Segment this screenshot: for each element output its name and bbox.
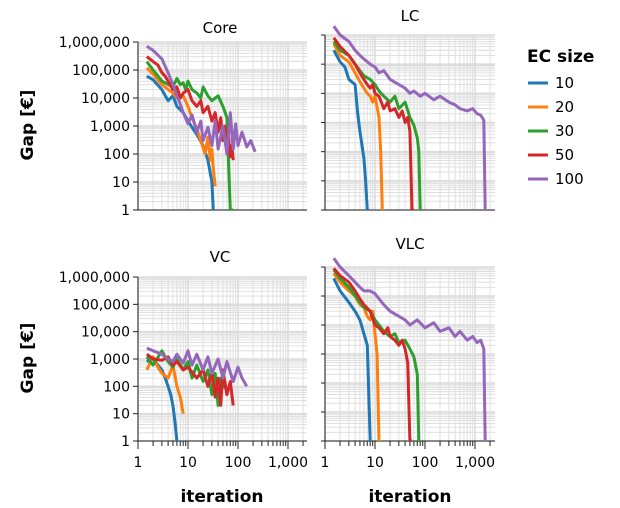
panel-title: VC <box>210 248 231 266</box>
y-tick-label: 10 <box>112 175 130 191</box>
y-tick-label: 10,000 <box>81 91 130 107</box>
x-axis-label: iteration <box>368 487 451 507</box>
series-group <box>332 25 487 210</box>
series-group <box>332 257 487 441</box>
y-axis-label: Gap [€] <box>18 323 38 394</box>
legend-label: 20 <box>555 98 574 116</box>
panel-title: LC <box>401 7 420 25</box>
series-line-20 <box>332 43 384 210</box>
x-axis-label: iteration <box>180 487 263 507</box>
panel-core: 1 10 100 1,000 10,000 100,000 1,000,000 Core <box>59 19 307 219</box>
panel-title: Core <box>203 19 238 37</box>
x-tick-label: 100 <box>412 455 439 471</box>
y-tick-label: 100 <box>103 147 130 163</box>
series-group <box>145 346 249 441</box>
x-tick-label: 1,000 <box>268 455 308 471</box>
series-group <box>145 45 257 210</box>
y-tick-label: 1,000,000 <box>59 270 130 286</box>
y-tick-label: 10,000 <box>81 325 130 341</box>
y-tick-label: 1 <box>121 203 130 219</box>
panel-lc: LC <box>321 7 495 211</box>
series-line-50 <box>332 267 412 441</box>
series-line-100 <box>332 257 487 441</box>
legend-label: 30 <box>555 122 574 140</box>
y-tick-label: 100,000 <box>72 63 130 79</box>
y-tick-label: 1,000 <box>90 119 130 135</box>
x-tick-label: 1 <box>134 455 143 471</box>
y-tick-label: 100 <box>103 379 130 395</box>
series-line-10 <box>332 277 372 441</box>
legend: EC size 10 20 30 50 100 <box>527 47 594 188</box>
legend-label: 100 <box>555 170 584 188</box>
legend-label: 10 <box>555 74 574 92</box>
y-tick-label: 1,000,000 <box>59 35 130 51</box>
legend-label: 50 <box>555 146 574 164</box>
y-tick-label: 1 <box>121 434 130 450</box>
x-tick-label: 100 <box>225 455 252 471</box>
y-tick-label: 1,000 <box>90 352 130 368</box>
panel-vc: 1 10 100 1,000 10,000 100,000 1,000,000 1 10 100 1… <box>59 248 308 471</box>
y-tick-label: 100,000 <box>72 297 130 313</box>
series-line-20 <box>332 272 381 441</box>
x-tick-label: 10 <box>366 455 384 471</box>
series-line-100 <box>332 25 487 210</box>
panel-vlc: 1 10 100 1,000 VLC <box>321 235 496 471</box>
series-line-100 <box>146 346 249 388</box>
panel-title: VLC <box>395 235 424 253</box>
x-tick-label: 1,000 <box>455 455 495 471</box>
x-tick-label: 1 <box>321 455 330 471</box>
series-line-50 <box>332 36 414 210</box>
y-axis-label: Gap [€] <box>18 90 38 161</box>
series-line-100 <box>145 45 257 156</box>
series-line-30 <box>332 268 421 441</box>
y-tick-label: 10 <box>112 407 130 423</box>
legend-title: EC size <box>527 47 594 67</box>
x-tick-label: 10 <box>179 455 197 471</box>
series-line-10 <box>332 49 369 210</box>
